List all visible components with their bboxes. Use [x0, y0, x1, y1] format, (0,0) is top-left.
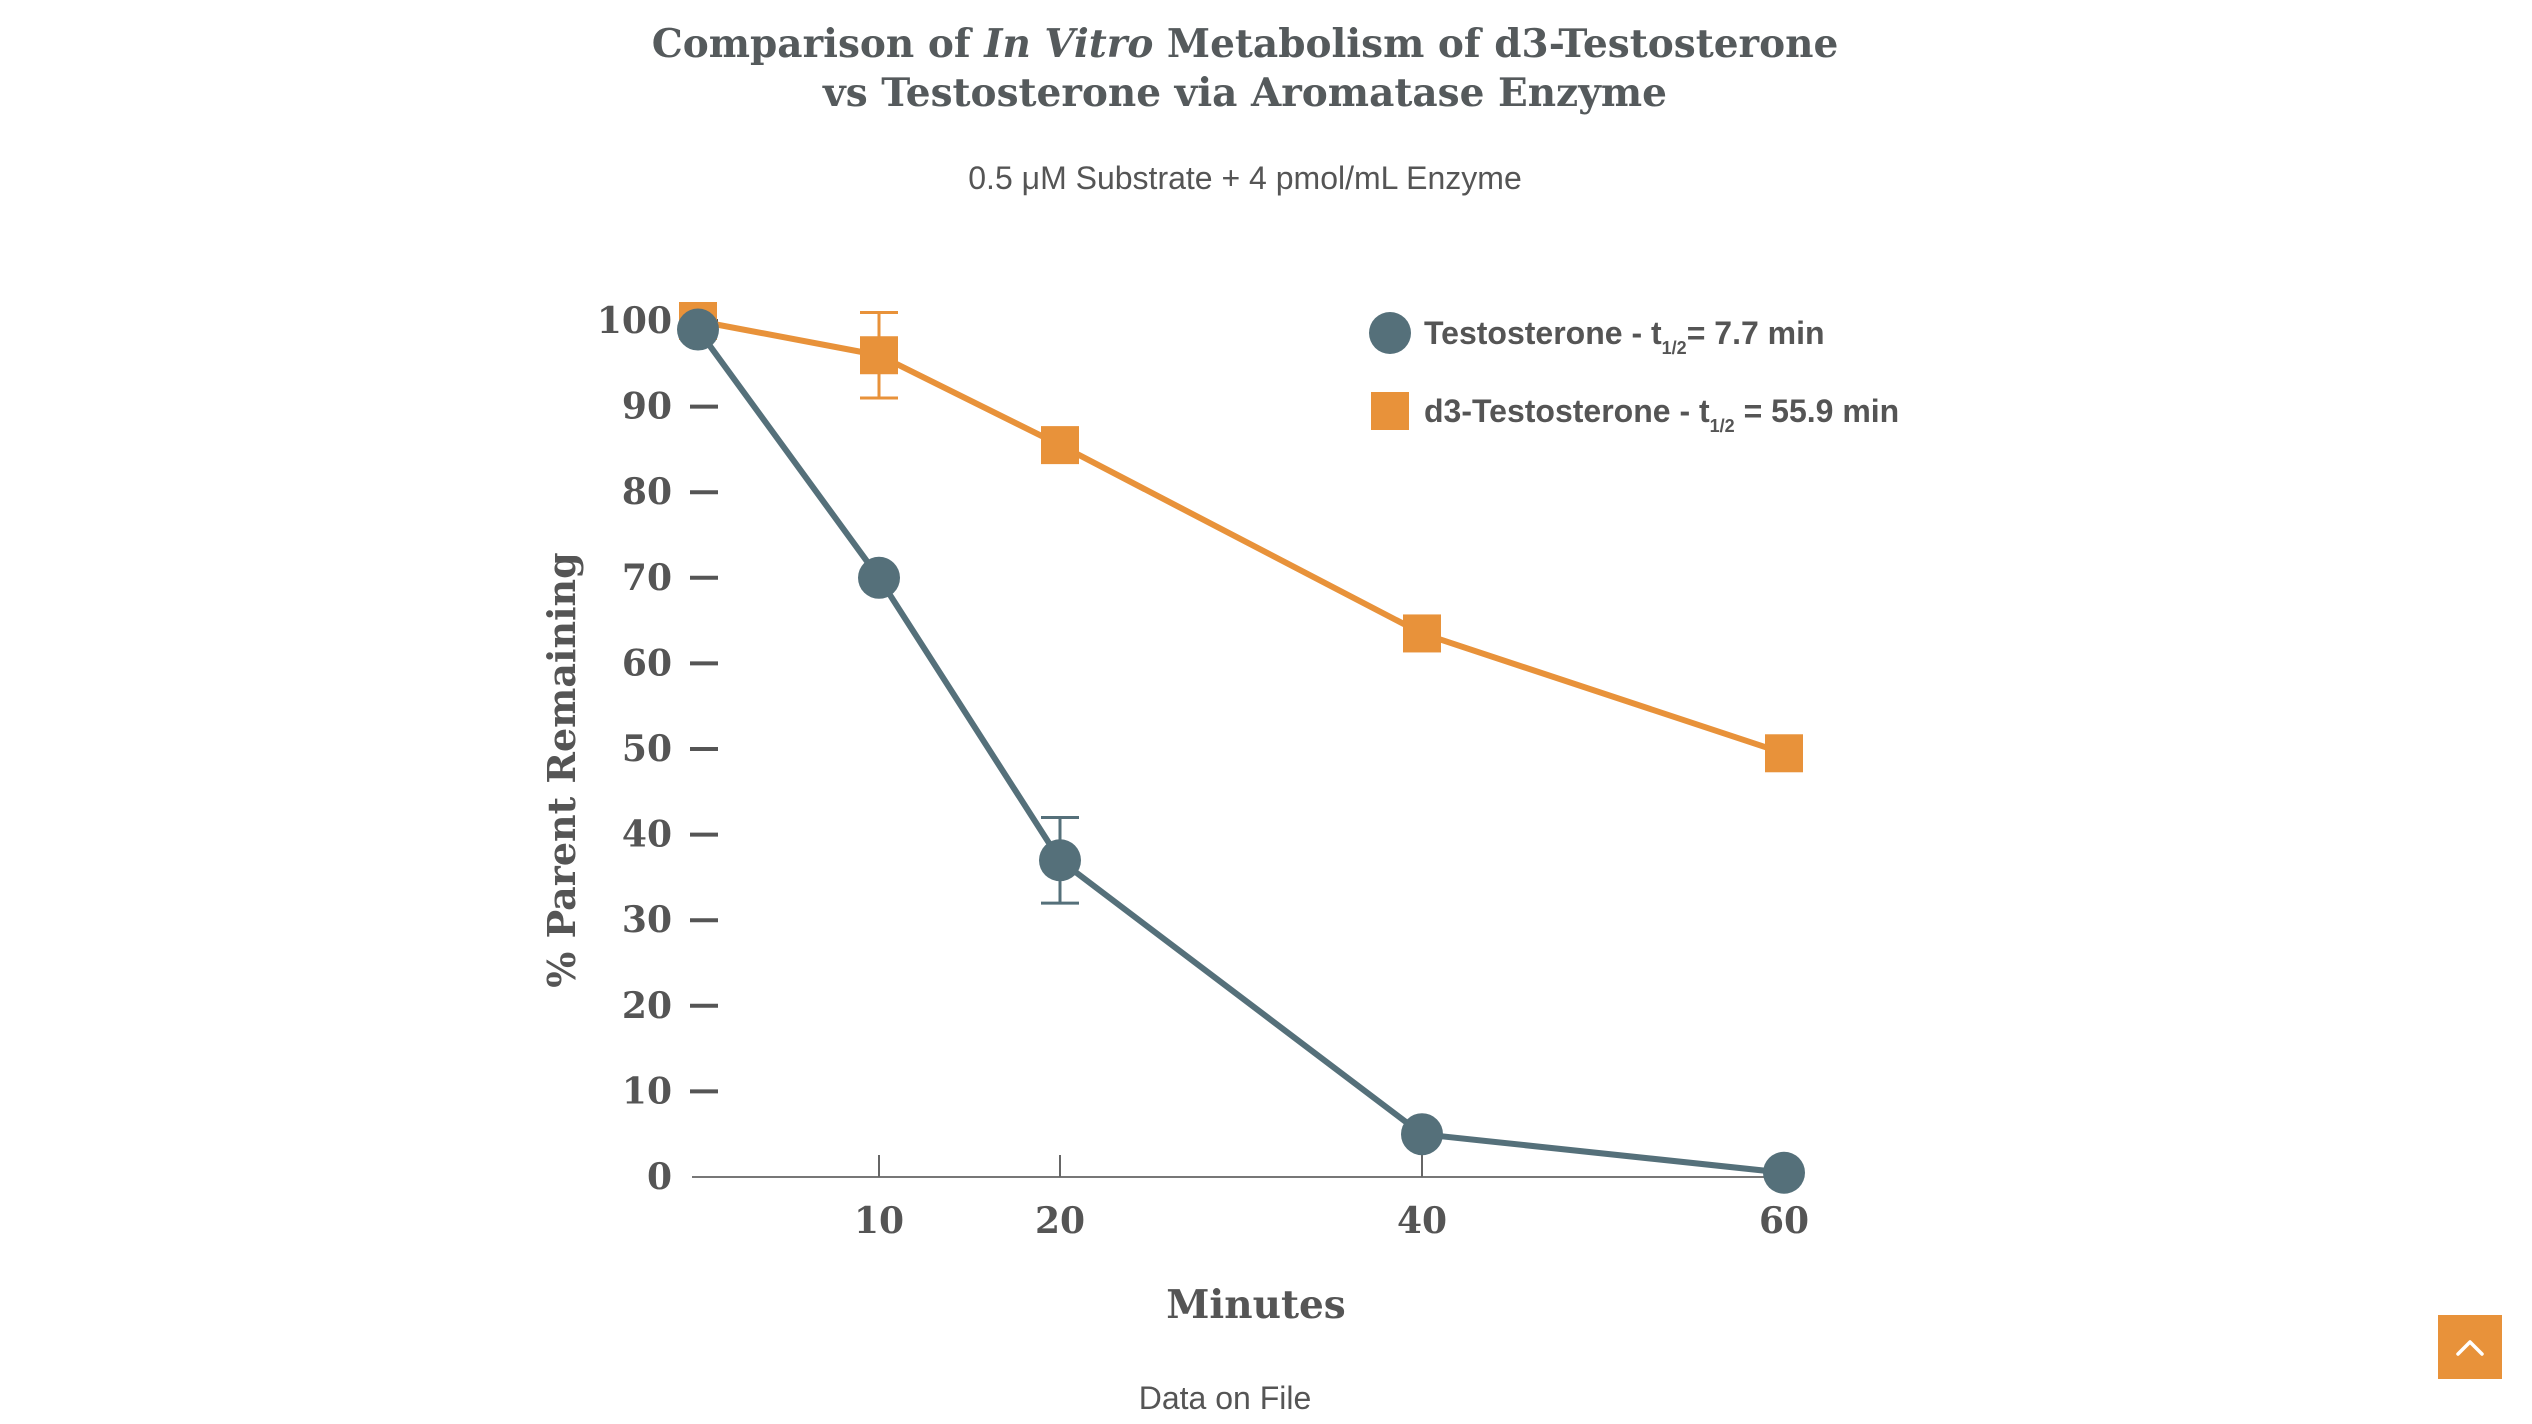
title-text-italic: In Vitro [984, 21, 1154, 67]
testosterone-point-0 [677, 308, 719, 351]
d3-testosterone-point-10 [860, 336, 898, 375]
testosterone-point-10 [858, 556, 900, 599]
line-chart: 0 10 20 30 40 50 60 70 80 90 100 10 20 40 60 Minutes % P… [539, 300, 1899, 1328]
d3-testosterone-point-40 [1403, 614, 1441, 653]
d3-testosterone-point-20 [1041, 426, 1079, 465]
chart-axes: 0 10 20 30 40 50 60 70 80 90 100 10 20 40 60 Minutes % P… [539, 300, 1809, 1328]
chevron-up-icon [2456, 1340, 2484, 1356]
d3-testosterone-point-60 [1765, 734, 1803, 773]
y-tick-label-0: 0 [647, 1156, 672, 1198]
chart-series [677, 302, 1805, 1194]
y-tick-label-50: 50 [622, 728, 672, 770]
x-tick-label-60: 60 [1759, 1200, 1809, 1242]
y-tick-label-40: 40 [622, 814, 672, 856]
legend-marker-testosterone [1369, 312, 1411, 354]
x-tick-label-20: 20 [1035, 1200, 1085, 1242]
legend-label-d3-testosterone: d3-Testosterone - t1/2 = 55.9 min [1424, 393, 1899, 436]
testosterone-line [695, 327, 1785, 1176]
testosterone-point-20 [1039, 839, 1081, 882]
x-axis-title: Minutes [1166, 1282, 1345, 1328]
y-tick-label-90: 90 [622, 386, 672, 428]
chart-subtitle: 0.5 μM Substrate + 4 pmol/mL Enzyme [968, 160, 1522, 196]
chart-title-line-2: vs Testosterone via Aromatase Enzyme [823, 70, 1667, 116]
y-tick-label-70: 70 [622, 557, 672, 599]
x-tick-label-40: 40 [1397, 1200, 1447, 1242]
y-tick-label-10: 10 [622, 1070, 672, 1112]
y-tick-label-30: 30 [622, 899, 672, 941]
chart-title: Comparison of In Vitro Metabolism of d3-… [0, 20, 2490, 118]
y-tick-label-100: 100 [597, 300, 672, 342]
scroll-to-top-button[interactable] [2438, 1315, 2502, 1379]
d3-testosterone-line [697, 318, 1785, 757]
x-tick-label-10: 10 [854, 1200, 904, 1242]
y-tick-label-80: 80 [622, 471, 672, 513]
title-text-part2: Metabolism of d3-Testosterone [1153, 21, 1839, 67]
testosterone-point-40 [1401, 1113, 1443, 1156]
legend-marker-d3-testosterone [1371, 392, 1409, 430]
footnote: Data on File [1138, 1380, 1312, 1416]
title-text-part1: Comparison of [651, 21, 985, 67]
chart-title-line-1: Comparison of In Vitro Metabolism of d3-… [0, 20, 2490, 69]
y-tick-label-60: 60 [622, 642, 672, 684]
legend-label-testosterone: Testosterone - t1/2= 7.7 min [1424, 315, 1825, 358]
testosterone-point-60 [1763, 1151, 1805, 1194]
y-tick-label-20: 20 [622, 985, 672, 1027]
chart-legend: Testosterone - t1/2= 7.7 min d3-Testoster… [1369, 312, 1899, 436]
y-axis-title: % Parent Remaining [539, 552, 584, 987]
